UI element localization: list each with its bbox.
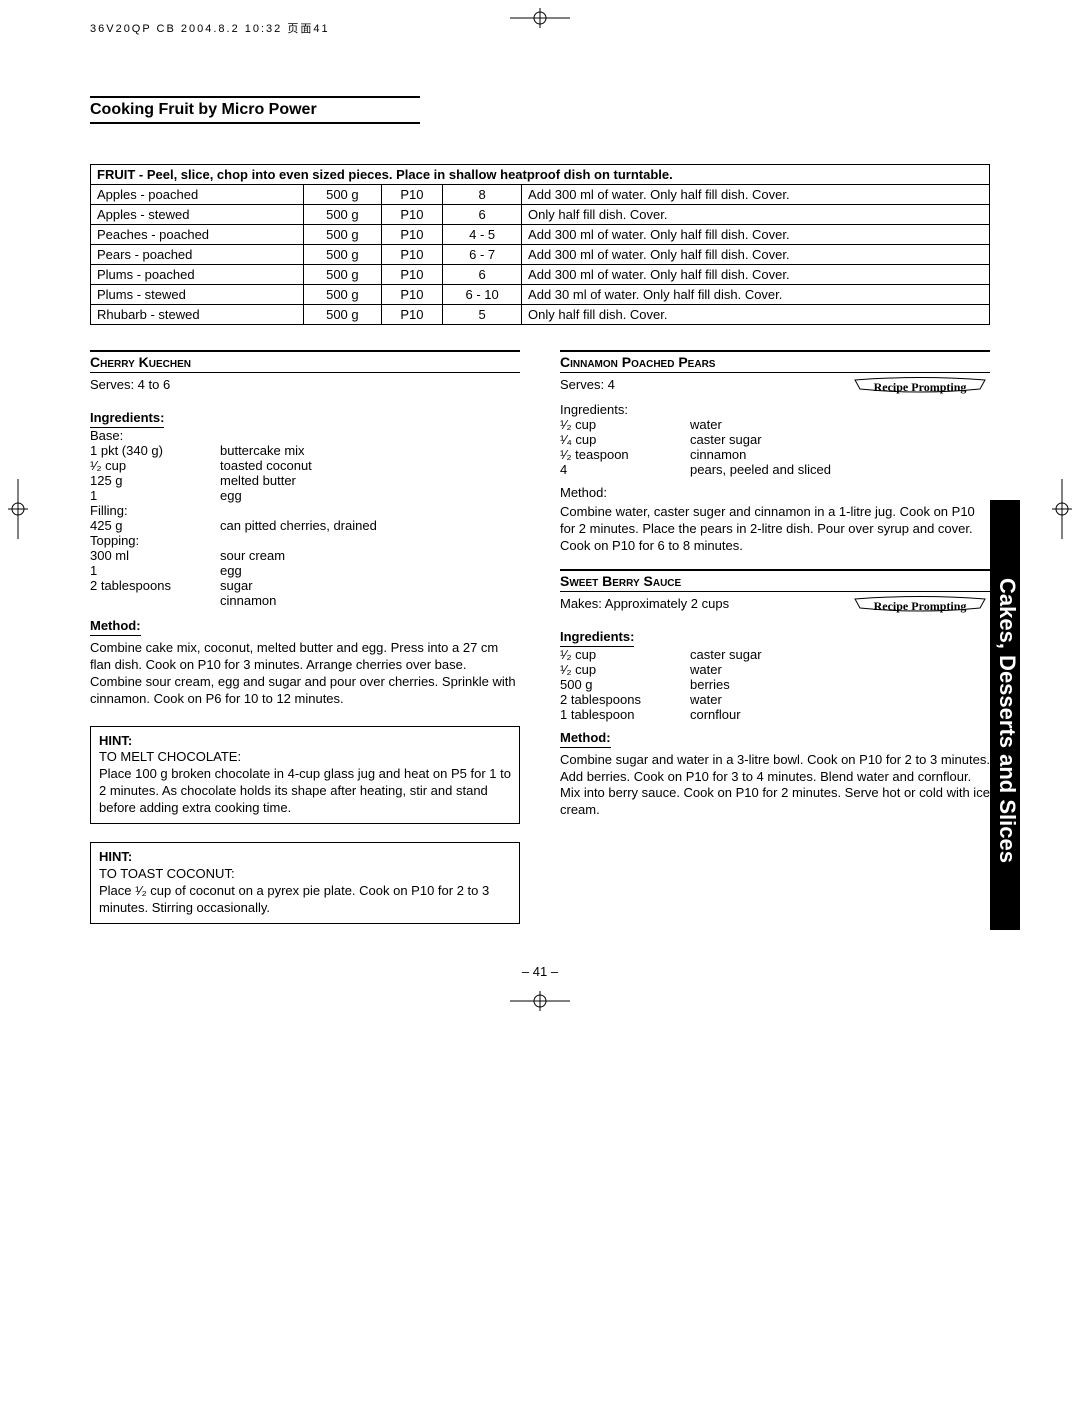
cherry-serves: Serves: 4 to 6: [90, 377, 520, 392]
svg-text:Recipe Prompting: Recipe Prompting: [874, 599, 967, 613]
recipe-title-berry: Sweet Berry Sauce: [560, 569, 990, 592]
ingredient-group-label: Base:: [90, 428, 520, 443]
page-number: – 41 –: [90, 964, 990, 979]
cinnamon-ing-label: Ingredients:: [560, 402, 990, 417]
ingredient-row: ¹⁄₂ cupwater: [560, 662, 990, 677]
svg-text:Recipe Prompting: Recipe Prompting: [874, 380, 967, 394]
cherry-ing-label: Ingredients:: [90, 410, 164, 428]
ingredient-row: ¹⁄₂ teaspooncinnamon: [560, 447, 990, 462]
ingredient-row: ¹⁄₄ cupcaster sugar: [560, 432, 990, 447]
ingredient-row: 500 gberries: [560, 677, 990, 692]
ingredient-row: 300 mlsour cream: [90, 548, 520, 563]
recipe-prompting-badge: Recipe Prompting: [850, 596, 990, 620]
ingredient-row: 125 gmelted butter: [90, 473, 520, 488]
ingredient-row: 1egg: [90, 563, 520, 578]
table-row: Plums - stewed500 gP106 - 10Add 30 ml of…: [91, 285, 990, 305]
ingredient-row: 2 tablespoonssugar: [90, 578, 520, 593]
fruit-cooking-table: FRUIT - Peel, slice, chop into even size…: [90, 164, 990, 325]
header-meta: 36V20QP CB 2004.8.2 10:32 页面41: [90, 20, 990, 36]
ingredient-row: 1 pkt (340 g)buttercake mix: [90, 443, 520, 458]
berry-ing-label: Ingredients:: [560, 629, 634, 647]
ingredient-row: ¹⁄₂ cupwater: [560, 417, 990, 432]
ingredient-row: ¹⁄₂ cuptoasted coconut: [90, 458, 520, 473]
ingredient-row: 4pears, peeled and sliced: [560, 462, 990, 477]
crop-mark-bottom: [510, 991, 570, 1011]
right-column: Cinnamon Poached Pears Serves: 4 Recipe …: [560, 350, 990, 924]
cherry-method: Combine cake mix, coconut, melted butter…: [90, 640, 520, 708]
cinnamon-method-label: Method:: [560, 485, 990, 500]
berry-method-label: Method:: [560, 730, 611, 748]
left-column: Cherry Kuechen Serves: 4 to 6 Ingredient…: [90, 350, 520, 924]
table-row: Apples - poached500 gP108Add 300 ml of w…: [91, 185, 990, 205]
section-title: Cooking Fruit by Micro Power: [90, 96, 420, 124]
table-instruction: FRUIT - Peel, slice, chop into even size…: [91, 165, 990, 185]
side-tab: Cakes, Desserts and Slices: [990, 500, 1020, 930]
ingredient-group-label: Filling:: [90, 503, 520, 518]
table-row: Pears - poached500 gP106 - 7Add 300 ml o…: [91, 245, 990, 265]
berry-method: Combine sugar and water in a 3-litre bow…: [560, 752, 990, 820]
ingredient-row: 1egg: [90, 488, 520, 503]
cinnamon-serves: Serves: 4: [560, 377, 615, 392]
cinnamon-method: Combine water, caster suger and cinnamon…: [560, 504, 990, 555]
ingredient-row: cinnamon: [90, 593, 520, 608]
table-row: Rhubarb - stewed500 gP105Only half fill …: [91, 305, 990, 325]
recipe-prompting-badge: Recipe Prompting: [850, 377, 990, 401]
table-row: Plums - poached500 gP106Add 300 ml of wa…: [91, 265, 990, 285]
table-row: Peaches - poached500 gP104 - 5Add 300 ml…: [91, 225, 990, 245]
cherry-method-label: Method:: [90, 618, 141, 636]
ingredient-row: ¹⁄₂ cupcaster sugar: [560, 647, 990, 662]
ingredient-row: 1 tablespooncornflour: [560, 707, 990, 722]
hint-box: HINT:TO TOAST COCONUT:Place ¹⁄₂ cup of c…: [90, 842, 520, 924]
recipe-title-cinnamon: Cinnamon Poached Pears: [560, 350, 990, 373]
ingredient-row: 425 gcan pitted cherries, drained: [90, 518, 520, 533]
hint-box: HINT:TO MELT CHOCOLATE:Place 100 g broke…: [90, 726, 520, 824]
ingredient-row: 2 tablespoonswater: [560, 692, 990, 707]
ingredient-group-label: Topping:: [90, 533, 520, 548]
berry-makes: Makes: Approximately 2 cups: [560, 596, 729, 611]
recipe-title-cherry: Cherry Kuechen: [90, 350, 520, 373]
table-row: Apples - stewed500 gP106Only half fill d…: [91, 205, 990, 225]
